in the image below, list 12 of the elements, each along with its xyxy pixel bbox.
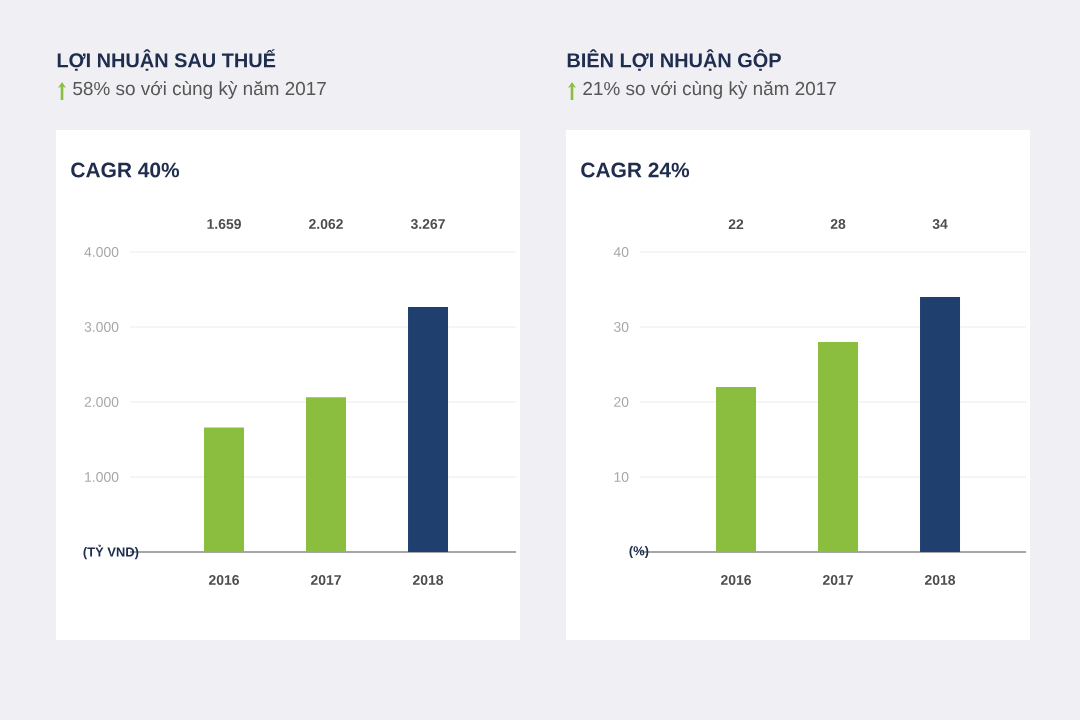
bar <box>204 427 245 552</box>
bar <box>408 306 449 552</box>
bar <box>716 387 757 552</box>
bar <box>920 297 961 552</box>
text: CAGR 40% <box>71 162 180 178</box>
chart-subtitle: 21% so với cùng kỳ năm 2017 <box>583 81 836 99</box>
bar <box>306 397 347 552</box>
chart-title: BIÊN LỢI NHUẬN GỘP <box>567 49 781 71</box>
bar <box>818 342 859 552</box>
chart-title: LỢI NHUẬN SAU THUẾ <box>57 49 276 71</box>
chart-subtitle: 58% so với cùng kỳ năm 2017 <box>73 81 326 99</box>
text: CAGR 24% <box>581 162 690 178</box>
